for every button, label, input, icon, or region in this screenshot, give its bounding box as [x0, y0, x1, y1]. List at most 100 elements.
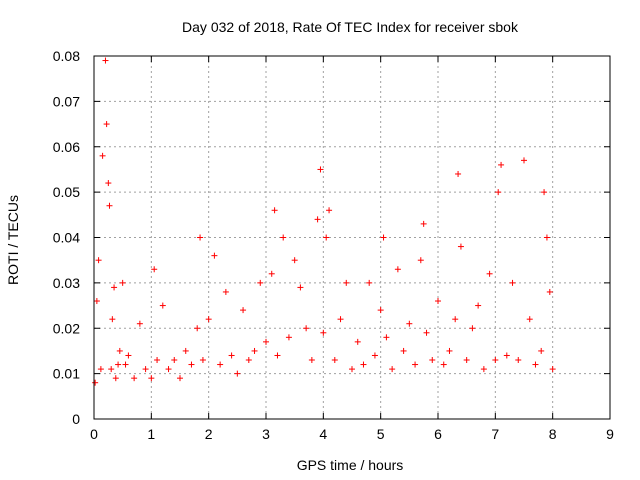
data-point [331, 357, 338, 364]
y-tick-label: 0.07 [53, 93, 80, 109]
data-point [274, 352, 281, 359]
data-point [194, 325, 201, 332]
data-point [337, 316, 344, 323]
data-point [406, 320, 413, 327]
data-point [492, 357, 499, 364]
data-point [475, 302, 482, 309]
data-point [498, 161, 505, 168]
data-point [268, 270, 275, 277]
data-point [165, 366, 172, 373]
data-point [308, 357, 315, 364]
data-point [211, 252, 218, 259]
data-point [109, 316, 116, 323]
data-point [366, 279, 373, 286]
x-tick-label: 7 [491, 426, 499, 442]
y-tick-label: 0.02 [53, 320, 80, 336]
data-point [116, 347, 123, 354]
data-point [280, 234, 287, 241]
data-point [420, 220, 427, 227]
data-point [486, 270, 493, 277]
x-tick-label: 3 [262, 426, 270, 442]
data-point [151, 266, 158, 273]
data-points [92, 57, 556, 386]
data-point [93, 298, 100, 305]
data-point [142, 366, 149, 373]
data-point [541, 189, 548, 196]
data-point [115, 361, 122, 368]
y-tick-label: 0.04 [53, 230, 80, 246]
data-point [240, 307, 247, 314]
data-point [429, 357, 436, 364]
data-point [532, 361, 539, 368]
data-point [159, 302, 166, 309]
data-point [349, 366, 355, 373]
data-point [323, 234, 330, 241]
data-point [377, 307, 384, 314]
data-point [251, 347, 258, 354]
data-point [131, 375, 138, 382]
data-point [99, 152, 106, 159]
data-point [271, 207, 278, 214]
data-point [380, 234, 387, 241]
data-point [343, 279, 350, 286]
data-point [291, 257, 298, 264]
data-point [108, 366, 115, 373]
data-point [234, 370, 241, 377]
data-point [317, 166, 324, 173]
data-point [97, 366, 104, 373]
data-point [538, 347, 545, 354]
y-tick-label: 0 [72, 411, 80, 427]
data-point [314, 216, 321, 223]
x-axis-label: GPS time / hours [297, 457, 404, 473]
data-point [526, 316, 533, 323]
data-point [285, 334, 292, 341]
data-point [182, 347, 189, 354]
x-tick-label: 6 [434, 426, 442, 442]
plot-frame [93, 55, 611, 420]
data-point [495, 189, 502, 196]
data-point [469, 325, 476, 332]
data-point [400, 347, 407, 354]
data-point [360, 361, 367, 368]
data-point [106, 202, 113, 209]
y-tick-label: 0.01 [53, 366, 80, 382]
data-point [125, 352, 132, 359]
data-point [446, 347, 453, 354]
y-tick-label: 0.06 [53, 139, 80, 155]
data-point [412, 361, 419, 368]
data-point [154, 357, 161, 364]
data-point [394, 266, 401, 273]
data-point [371, 352, 378, 359]
data-point [543, 234, 550, 241]
grid-lines [94, 56, 610, 419]
axis-ticks: 0 1 2 3 4 5 6 7 8 9 0 0.01 0.02 0.03 0.04 0.05 0.06 0.07 0… [53, 48, 614, 442]
data-point [546, 288, 553, 295]
data-point [354, 338, 361, 345]
data-point [136, 320, 143, 327]
data-point [263, 338, 269, 345]
data-point [509, 279, 516, 286]
data-point [105, 180, 112, 187]
data-point [463, 357, 470, 364]
x-tick-label: 4 [319, 426, 327, 442]
data-point [257, 279, 264, 286]
data-point [148, 375, 155, 382]
data-point [455, 170, 462, 177]
data-point [205, 316, 212, 323]
data-point [103, 121, 110, 128]
data-point [112, 375, 119, 382]
y-tick-label: 0.05 [53, 184, 80, 200]
data-point [122, 361, 129, 368]
data-point [199, 357, 206, 364]
data-point [480, 366, 487, 373]
data-point [177, 375, 183, 382]
data-point [222, 288, 229, 295]
data-point [111, 284, 118, 291]
data-point [503, 352, 510, 359]
data-point [417, 257, 424, 264]
data-point [435, 298, 441, 305]
data-point [188, 361, 195, 368]
chart-title: Day 032 of 2018, Rate Of TEC Index for r… [182, 19, 519, 35]
data-point [102, 57, 109, 64]
